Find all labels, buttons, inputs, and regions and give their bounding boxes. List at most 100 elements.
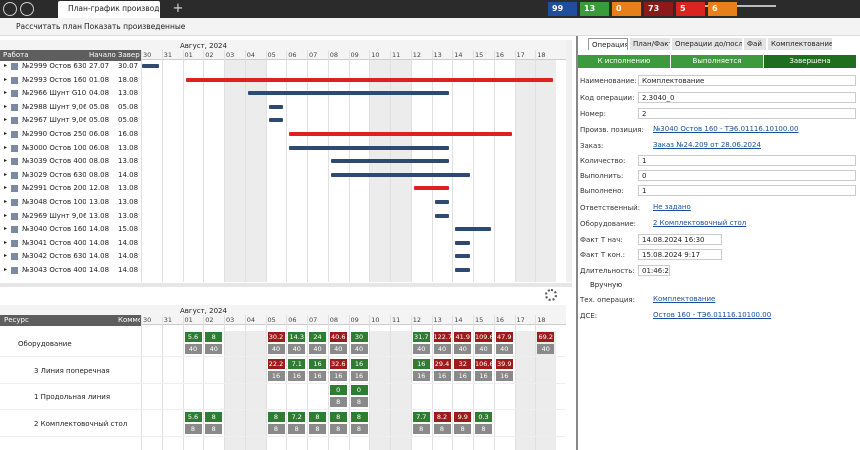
row-expander[interactable]: ▸ [4,225,8,233]
load-value[interactable]: 22.2 [267,358,285,369]
load-value[interactable]: 16 [412,358,430,369]
load-value[interactable]: 40.6 [329,332,347,342]
status-stage[interactable]: К исполнению [578,55,670,68]
load-value[interactable]: 8.2 [433,411,451,422]
row-expander[interactable]: ▸ [4,266,8,273]
gantt-bar[interactable] [142,64,159,68]
load-value[interactable]: 41.9 [454,332,472,342]
load-value[interactable]: 0.3 [475,411,492,422]
row-expander[interactable]: ▸ [4,211,8,219]
status-badge[interactable]: 0 [612,2,641,16]
row-expander[interactable]: ▸ [4,157,8,165]
load-value[interactable]: 7.2 [288,411,306,422]
status-badge[interactable]: 13 [580,2,609,16]
row-expander[interactable]: ▸ [4,62,8,69]
status-stage[interactable]: Выполняется [671,55,763,68]
field-checkbox[interactable]: Вручную [590,281,623,289]
row-expander[interactable]: ▸ [4,75,8,83]
new-tab[interactable]: + [172,1,184,16]
row-expander[interactable]: ▸ [4,89,8,97]
field-link[interactable]: Заказ №24.209 от 28.06.2024 [653,141,761,149]
load-value[interactable]: 47.9 [495,332,513,342]
gantt-bar[interactable] [268,104,284,109]
status-badge[interactable]: 99 [548,2,577,16]
gantt-bar[interactable] [289,132,512,136]
row-expander[interactable]: ▸ [4,170,8,178]
gantt-bar[interactable] [289,145,450,150]
load-value[interactable]: 8 [309,411,326,422]
load-value[interactable]: 29.4 [433,358,451,369]
toolbar-button[interactable]: Рассчитать план [16,22,83,31]
field-value[interactable]: Комплектование [638,75,856,86]
load-value[interactable]: 8 [205,411,223,422]
status-badge[interactable]: 6 [708,2,737,16]
field-value[interactable]: 2 [638,108,856,119]
load-value[interactable]: 8 [329,411,347,422]
load-value[interactable]: 24 [309,332,326,342]
toolbar-button[interactable]: Показать произведенные [84,22,186,31]
tab[interactable]: План-график производс [58,1,160,18]
panel-tab[interactable]: Фай [744,38,766,50]
row-expander[interactable]: ▸ [4,102,8,110]
panel-tab[interactable]: Операции до/после [672,38,742,50]
gantt-bar[interactable] [185,77,553,82]
load-value[interactable]: 5.6 [184,332,202,342]
load-value[interactable]: 16 [309,358,326,369]
load-value[interactable]: 7.7 [412,411,430,422]
gantt-bar[interactable] [434,200,450,204]
load-value[interactable]: 9.9 [454,411,472,422]
field-value[interactable]: 15.08.2024 9:17 [638,249,722,260]
panel-tab[interactable]: План/Факт [630,38,670,50]
status-badge[interactable]: 5 [676,2,705,16]
gantt-bar[interactable] [413,186,450,191]
field-link[interactable]: Комплектование [653,295,716,303]
splitter[interactable] [0,283,572,287]
forward-button[interactable] [20,2,34,16]
load-value[interactable]: 109.6 [475,332,492,342]
status-stage[interactable]: Завершена [764,55,856,68]
row-expander[interactable]: ▸ [4,184,8,192]
load-value[interactable]: 7.1 [288,358,306,369]
load-value[interactable]: 69.2 [537,332,555,342]
load-value[interactable]: 30.2 [267,332,285,342]
field-value[interactable]: 1 [638,185,856,196]
status-badge[interactable]: 73 [644,2,673,16]
field-link[interactable]: Не задано [653,203,691,211]
load-value[interactable]: 39.9 [495,358,513,369]
gantt-bar[interactable] [455,254,470,259]
gantt-bar[interactable] [330,159,450,164]
load-value[interactable]: 8 [205,332,223,342]
gantt-bar[interactable] [455,268,470,272]
load-value[interactable]: 31.7 [412,332,430,342]
row-expander[interactable]: ▸ [4,198,8,205]
load-value[interactable]: 14.3 [288,332,306,342]
gantt-bar[interactable] [455,227,491,232]
field-value[interactable]: 1 [638,155,856,166]
field-value[interactable]: 0 [638,170,856,181]
row-expander[interactable]: ▸ [4,130,8,137]
load-value[interactable]: 32 [454,358,472,369]
panel-tab[interactable]: Комплектование [768,38,832,50]
field-value[interactable]: 2.3040_0 [638,92,856,103]
gantt-bar[interactable] [247,91,450,96]
row-expander[interactable]: ▸ [4,143,8,151]
field-link[interactable]: 2 Комплектовочный стол [653,219,747,227]
load-value[interactable]: 30 [350,332,368,342]
row-expander[interactable]: ▸ [4,238,8,246]
load-value[interactable]: 106.6 [475,358,492,369]
gantt-bar[interactable] [268,118,284,123]
settings-icon[interactable] [545,289,557,301]
load-value[interactable]: 5.6 [184,411,202,422]
load-value[interactable]: 8 [350,411,368,422]
gantt-bar[interactable] [434,213,450,218]
load-value[interactable]: 32.6 [329,358,347,369]
back-button[interactable] [3,2,17,16]
load-value[interactable]: 16 [350,358,368,369]
field-value[interactable]: 14.08.2024 16:30 [638,234,722,245]
load-value[interactable]: 0 [329,385,347,395]
gantt-bar[interactable] [330,172,470,177]
load-value[interactable]: 8 [267,411,285,422]
panel-tab[interactable]: Операция [588,38,628,50]
load-value[interactable]: 0 [350,385,368,395]
load-value[interactable]: 122.7 [433,332,451,342]
